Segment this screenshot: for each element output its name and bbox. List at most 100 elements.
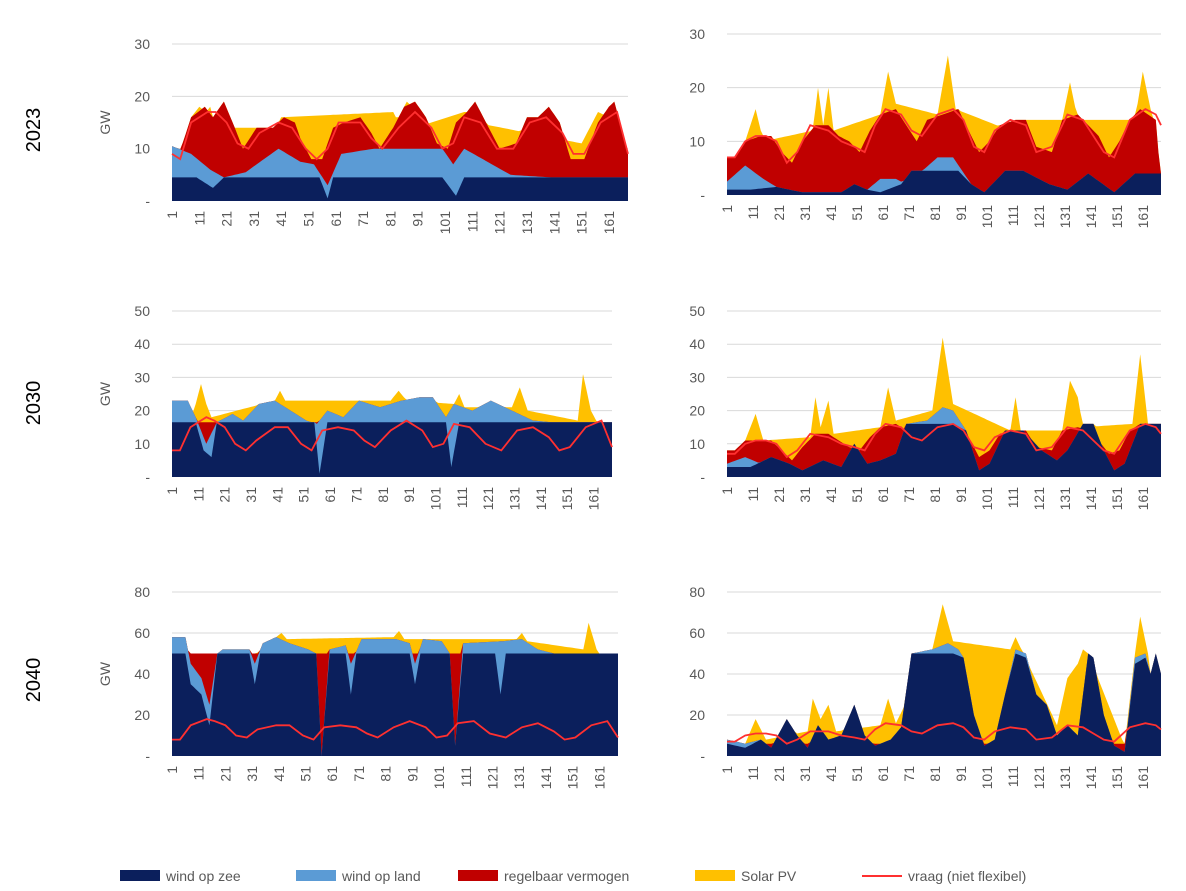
x-tick-label: 161 bbox=[1135, 487, 1151, 511]
x-tick-label: 81 bbox=[382, 211, 398, 227]
x-tick-label: 101 bbox=[979, 205, 995, 229]
x-tick-label: 51 bbox=[849, 766, 865, 782]
x-tick-label: 1 bbox=[719, 766, 735, 774]
x-tick-label: 41 bbox=[823, 205, 839, 221]
x-tick-label: 41 bbox=[823, 766, 839, 782]
x-tick-label: 11 bbox=[190, 487, 206, 502]
x-tick-label: 131 bbox=[1057, 487, 1073, 511]
y-tick-label: 30 bbox=[689, 26, 705, 42]
area-wind-op-zee bbox=[172, 653, 618, 756]
x-tick-label: 41 bbox=[273, 211, 289, 227]
x-tick-label: 141 bbox=[538, 766, 554, 790]
legend-label: vraag (niet flexibel) bbox=[908, 868, 1026, 884]
area-wind-op-zee bbox=[172, 422, 612, 477]
y-tick-label: 50 bbox=[689, 303, 705, 319]
x-tick-label: 21 bbox=[217, 487, 233, 503]
x-tick-label: 131 bbox=[1057, 766, 1073, 790]
x-tick-label: 71 bbox=[348, 487, 364, 503]
x-tick-label: 91 bbox=[953, 205, 969, 221]
x-tick-label: 111 bbox=[464, 211, 480, 232]
line-vraag bbox=[727, 108, 1162, 165]
line-vraag bbox=[727, 422, 1162, 459]
y-tick-label: 60 bbox=[689, 625, 705, 641]
x-tick-label: 51 bbox=[849, 487, 865, 503]
x-tick-label: 31 bbox=[246, 211, 262, 227]
legend-swatch bbox=[296, 870, 336, 881]
x-tick-label: 71 bbox=[351, 766, 367, 782]
legend-item-wind-op-zee: wind op zee bbox=[120, 868, 241, 884]
y-tick-label: 10 bbox=[134, 436, 150, 452]
x-tick-label: 81 bbox=[375, 487, 391, 503]
x-tick-label: 91 bbox=[404, 766, 420, 782]
x-tick-label: 141 bbox=[533, 487, 549, 511]
x-tick-label: 61 bbox=[875, 487, 891, 503]
x-tick-label: 31 bbox=[797, 487, 813, 503]
y-tick-label: - bbox=[145, 469, 150, 485]
y-tick-label: 30 bbox=[134, 369, 150, 385]
x-tick-label: 141 bbox=[1083, 205, 1099, 229]
area-wind-op-zee bbox=[727, 653, 1161, 756]
x-tick-label: 31 bbox=[244, 766, 260, 782]
y-tick-label: - bbox=[700, 469, 705, 485]
x-tick-label: 111 bbox=[458, 766, 474, 787]
x-tick-label: 131 bbox=[511, 766, 527, 790]
line-vraag bbox=[172, 718, 619, 741]
x-tick-label: 121 bbox=[1031, 205, 1047, 229]
legend-swatch bbox=[458, 870, 498, 881]
x-tick-label: 111 bbox=[1005, 205, 1021, 226]
x-tick-label: 11 bbox=[191, 766, 207, 781]
y-axis-label: GW bbox=[97, 661, 113, 686]
x-tick-label: 151 bbox=[1109, 487, 1125, 511]
y-tick-label: 40 bbox=[689, 666, 705, 682]
x-tick-label: 111 bbox=[454, 487, 470, 508]
y-tick-label: 20 bbox=[134, 403, 150, 419]
x-tick-label: 1 bbox=[719, 487, 735, 495]
x-tick-label: 121 bbox=[480, 487, 496, 511]
x-tick-label: 91 bbox=[410, 211, 426, 227]
x-tick-label: 161 bbox=[1135, 766, 1151, 790]
y-tick-label: 80 bbox=[134, 584, 150, 600]
line-vraag bbox=[727, 722, 1162, 745]
y-tick-label: - bbox=[700, 187, 705, 203]
x-tick-label: 51 bbox=[296, 487, 312, 503]
x-tick-label: 161 bbox=[591, 766, 607, 790]
y-tick-label: 20 bbox=[689, 707, 705, 723]
x-tick-label: 81 bbox=[378, 766, 394, 782]
x-tick-label: 161 bbox=[586, 487, 602, 511]
row-label: 2023 bbox=[23, 108, 45, 153]
x-tick-label: 61 bbox=[324, 766, 340, 782]
y-tick-label: - bbox=[700, 748, 705, 764]
x-tick-label: 91 bbox=[953, 487, 969, 503]
x-tick-label: 71 bbox=[901, 766, 917, 782]
x-tick-label: 1 bbox=[164, 211, 180, 219]
x-tick-label: 111 bbox=[1005, 766, 1021, 787]
y-tick-label: 80 bbox=[689, 584, 705, 600]
x-tick-label: 131 bbox=[507, 487, 523, 511]
x-tick-label: 11 bbox=[745, 766, 761, 781]
x-tick-label: 91 bbox=[953, 766, 969, 782]
x-tick-label: 21 bbox=[771, 205, 787, 221]
x-tick-label: 101 bbox=[427, 487, 443, 511]
y-tick-label: 30 bbox=[689, 369, 705, 385]
x-tick-label: 21 bbox=[771, 766, 787, 782]
area-wind-op-zee bbox=[172, 177, 628, 201]
x-tick-label: 131 bbox=[1057, 205, 1073, 229]
legend: wind op zee wind op land regelbaar vermoge… bbox=[120, 868, 1026, 884]
x-tick-label: 151 bbox=[574, 211, 590, 235]
x-tick-label: 1 bbox=[164, 766, 180, 774]
x-tick-label: 141 bbox=[546, 211, 562, 235]
x-tick-label: 121 bbox=[492, 211, 508, 235]
x-tick-label: 91 bbox=[401, 487, 417, 503]
x-tick-label: 31 bbox=[797, 205, 813, 221]
x-tick-label: 81 bbox=[927, 487, 943, 503]
x-tick-label: 61 bbox=[322, 487, 338, 503]
x-tick-label: 101 bbox=[437, 211, 453, 235]
area-wind-op-zee bbox=[727, 423, 1161, 477]
x-tick-label: 21 bbox=[771, 487, 787, 503]
row-label: 2040 bbox=[23, 658, 45, 703]
x-tick-label: 111 bbox=[1005, 487, 1021, 508]
